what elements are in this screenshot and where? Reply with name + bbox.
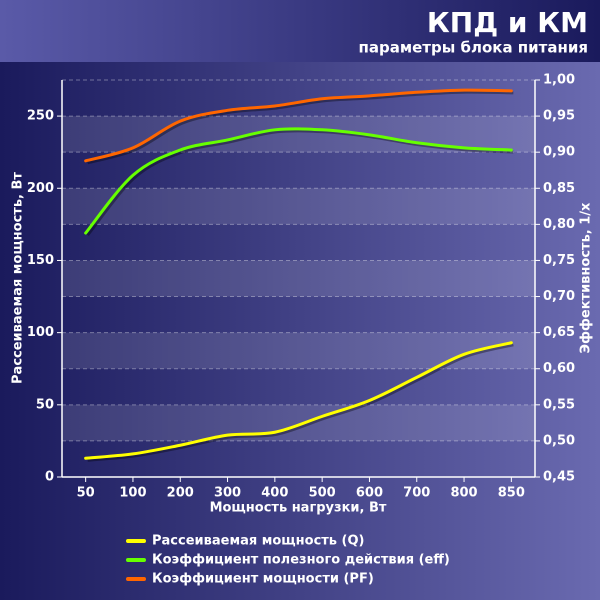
y2-tick-label: 0,85 — [543, 181, 575, 196]
line — [84, 88, 513, 163]
y2-tick-label: 0,60 — [543, 361, 575, 376]
y-tick-label: 50 — [36, 397, 54, 412]
y-axis-label: Рассеиваемая мощность, Вт — [11, 172, 26, 384]
y-tick-label: 100 — [27, 325, 54, 340]
line-shadow — [87, 343, 514, 462]
y-tick-label: 200 — [27, 181, 54, 196]
grid-band — [62, 188, 535, 225]
grid-band — [62, 260, 535, 297]
header — [0, 0, 600, 62]
y2-tick-label: 1,00 — [543, 73, 575, 88]
y2-tick-label: 0,90 — [543, 145, 575, 160]
y-tick-label: 0 — [45, 470, 54, 485]
legend-label: Коэффициент мощности (PF) — [152, 572, 374, 587]
x-axis-label: Мощность нагрузки, Вт — [210, 501, 387, 516]
y2-tick-label: 0,95 — [543, 109, 575, 124]
y2-tick-label: 0,65 — [543, 325, 575, 340]
grid-band — [62, 404, 535, 441]
line-shadow — [86, 129, 514, 236]
x-tick-label: 800 — [450, 486, 477, 501]
y-tick-label: 150 — [27, 253, 54, 268]
chart-subtitle: параметры блока питания — [359, 39, 588, 57]
line — [84, 127, 513, 235]
y2-tick-label: 0,80 — [543, 217, 575, 232]
grid-band — [62, 332, 535, 369]
line — [84, 341, 513, 460]
x-tick-label: 850 — [498, 486, 525, 501]
y2-axis-label: Эффективность, 1/x — [579, 202, 594, 353]
legend-label: Коэффициент полезного действия (eff) — [152, 553, 450, 568]
x-tick-label: 50 — [77, 486, 95, 501]
x-tick-label: 200 — [167, 486, 194, 501]
y2-tick-label: 0,55 — [543, 397, 575, 412]
line-shadow — [87, 90, 514, 165]
y2-tick-label: 0,75 — [543, 253, 575, 268]
legend-label: Рассеиваемая мощность (Q) — [152, 534, 365, 549]
x-tick-label: 500 — [309, 486, 336, 501]
x-tick-label: 600 — [356, 486, 383, 501]
x-tick-label: 400 — [261, 486, 288, 501]
y2-tick-label: 0,50 — [543, 433, 575, 448]
y2-tick-label: 0,45 — [543, 470, 575, 485]
chart-title: КПД и КМ — [427, 6, 588, 39]
x-tick-label: 700 — [403, 486, 430, 501]
x-tick-label: 300 — [214, 486, 241, 501]
x-tick-label: 100 — [119, 486, 146, 501]
y-tick-label: 250 — [27, 109, 54, 124]
y2-tick-label: 0,70 — [543, 289, 575, 304]
